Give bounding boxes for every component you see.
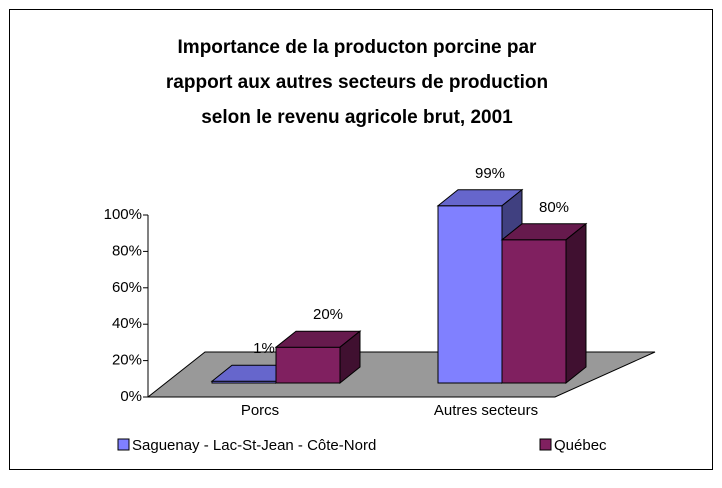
data-label: 1%: [253, 340, 275, 357]
chart-title: rapport aux autres secteurs de productio…: [166, 72, 548, 93]
chart-title: Importance de la producton porcine par: [178, 37, 538, 58]
bar-front: [275, 346, 341, 384]
y-tick-label: 80%: [112, 242, 142, 259]
y-tick-label: 60%: [112, 279, 142, 296]
x-tick-label: Autres secteurs: [434, 402, 538, 419]
bar-front: [501, 239, 567, 384]
bar-side: [565, 222, 587, 385]
legend-swatch: [117, 438, 130, 451]
y-tick-label: 100%: [104, 206, 142, 223]
y-tick-label: 40%: [112, 315, 142, 332]
chart-title: selon le revenu agricole brut, 2001: [201, 107, 513, 128]
y-tick-label: 20%: [112, 352, 142, 369]
data-label: 99%: [475, 165, 505, 182]
data-label: 20%: [313, 306, 343, 323]
legend-label: Saguenay - Lac-St-Jean - Côte-Nord: [132, 437, 376, 454]
x-tick-label: Porcs: [241, 402, 279, 419]
legend-swatch: [539, 438, 552, 451]
data-label: 80%: [539, 199, 569, 216]
bar-front: [437, 205, 503, 384]
y-tick-label: 0%: [120, 388, 142, 405]
bar-side: [339, 330, 361, 385]
legend-label: Québec: [554, 437, 607, 454]
